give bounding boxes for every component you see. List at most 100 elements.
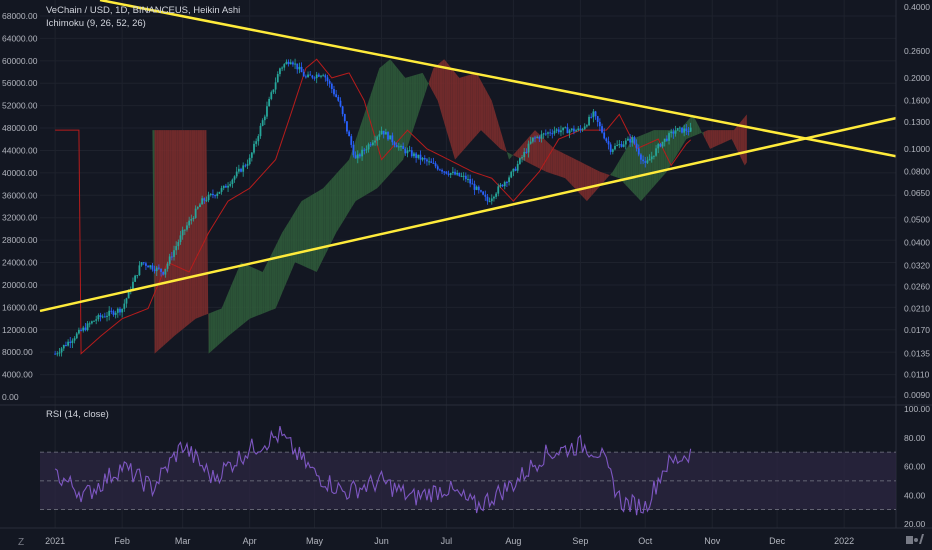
- ichimoku-cloud-segment: [457, 75, 460, 158]
- x-axis-tick-label: Dec: [769, 536, 786, 546]
- left-axis-tick-label: 56000.00: [2, 78, 38, 88]
- candle-body: [616, 145, 619, 147]
- ichimoku-cloud-segment: [346, 159, 350, 216]
- candle-body: [501, 184, 504, 187]
- ichimoku-cloud-segment: [254, 268, 257, 318]
- ichimoku-cloud-segment: [355, 133, 358, 202]
- ichimoku-cloud-segment: [563, 153, 566, 179]
- candle-body: [101, 316, 104, 318]
- ichimoku-cloud-segment: [191, 130, 194, 323]
- ichimoku-cloud-segment: [736, 124, 739, 153]
- ichimoku-cloud-segment: [470, 74, 473, 143]
- ichimoku-cloud-segment: [632, 138, 635, 195]
- candle-body: [235, 171, 238, 177]
- ichimoku-cloud-segment: [463, 76, 466, 150]
- ichimoku-cloud-segment: [217, 309, 220, 346]
- ichimoku-cloud-segment: [487, 92, 490, 139]
- rsi-axis-tick-label: 40.00: [904, 490, 926, 500]
- right-axis-tick-label: 0.0260: [904, 282, 930, 292]
- candle-body: [603, 132, 606, 139]
- ichimoku-cloud-segment: [621, 153, 624, 183]
- ichimoku-cloud-segment: [712, 130, 715, 148]
- candle-body: [233, 176, 236, 180]
- right-axis-tick-label: 0.4000: [904, 2, 930, 12]
- candle-body: [585, 125, 588, 127]
- ichimoku-cloud-segment: [342, 164, 345, 223]
- candle-body: [317, 74, 320, 77]
- candle-body: [268, 98, 271, 107]
- ichimoku-cloud-segment: [301, 199, 304, 267]
- ichimoku-cloud-segment: [578, 160, 581, 195]
- ichimoku-cloud-segment: [556, 149, 559, 177]
- candle-body: [67, 341, 70, 346]
- candle-body: [88, 323, 91, 325]
- timezone-icon[interactable]: Z: [18, 537, 25, 548]
- ichimoku-cloud-segment: [733, 127, 737, 148]
- candle-body: [108, 310, 111, 316]
- ichimoku-cloud-segment: [558, 150, 561, 177]
- candle-body: [404, 148, 407, 154]
- ichimoku-cloud-segment: [407, 76, 410, 147]
- candle-body: [640, 154, 642, 160]
- ichimoku-cloud-segment: [156, 130, 159, 352]
- candle-body: [324, 75, 327, 78]
- ichimoku-cloud-segment: [305, 197, 309, 269]
- ichimoku-cloud-segment: [742, 117, 745, 166]
- candle-body: [447, 173, 450, 175]
- ichimoku-cloud-segment: [163, 130, 166, 346]
- candle-body: [499, 184, 502, 187]
- ichimoku-cloud-segment: [504, 144, 507, 153]
- ichimoku-cloud-segment: [535, 130, 538, 168]
- ichimoku-cloud-segment: [437, 62, 440, 109]
- candle-body: [633, 137, 636, 144]
- candle-body: [596, 116, 599, 122]
- candle-body: [231, 179, 234, 185]
- ichimoku-cloud-segment: [448, 64, 451, 145]
- ichimoku-cloud-segment: [193, 130, 196, 321]
- ichimoku-cloud-segment: [323, 185, 326, 259]
- candle-body: [121, 308, 124, 313]
- candle-body: [618, 144, 621, 146]
- ichimoku-cloud-segment: [234, 272, 237, 332]
- ichimoku-cloud-segment: [474, 72, 477, 138]
- candle-body: [222, 185, 225, 189]
- ichimoku-cloud-segment: [398, 69, 401, 165]
- ichimoku-cloud-segment: [256, 269, 259, 317]
- candle-body: [523, 151, 526, 158]
- ichimoku-cloud-segment: [359, 120, 363, 199]
- ichimoku-cloud-segment: [230, 282, 233, 335]
- ichimoku-cloud-segment: [599, 171, 603, 187]
- ichimoku-cloud-segment: [446, 61, 449, 138]
- candle-body: [609, 144, 612, 152]
- candle-body: [681, 127, 683, 133]
- rsi-axis-tick-label: 20.00: [904, 519, 926, 529]
- candle-body: [203, 198, 206, 201]
- ichimoku-cloud-segment: [608, 174, 611, 177]
- candle-body: [294, 63, 296, 65]
- candle-body: [668, 133, 670, 141]
- ichimoku-cloud-segment: [405, 77, 408, 154]
- candle-body: [333, 89, 335, 95]
- candle-body: [371, 142, 374, 145]
- candle-body: [557, 129, 560, 133]
- candle-body: [458, 172, 461, 177]
- candle-body: [58, 352, 61, 354]
- x-axis-tick-label: May: [306, 536, 324, 546]
- ichimoku-cloud-segment: [645, 132, 648, 197]
- ichimoku-cloud-segment: [623, 149, 626, 186]
- rsi-axis-tick-label: 100.00: [904, 404, 930, 414]
- ichimoku-cloud-segment: [560, 152, 564, 178]
- candle-body: [441, 169, 443, 172]
- candle-body: [374, 140, 376, 143]
- right-axis-tick-label: 0.0400: [904, 238, 930, 248]
- candle-body: [391, 135, 394, 143]
- ichimoku-cloud-segment: [310, 194, 313, 271]
- ichimoku-cloud-segment: [472, 73, 475, 140]
- candle-body: [547, 132, 549, 134]
- ichimoku-cloud-segment: [539, 134, 542, 170]
- candle-body: [97, 315, 100, 320]
- candle-body: [663, 138, 666, 142]
- candle-body: [367, 144, 370, 150]
